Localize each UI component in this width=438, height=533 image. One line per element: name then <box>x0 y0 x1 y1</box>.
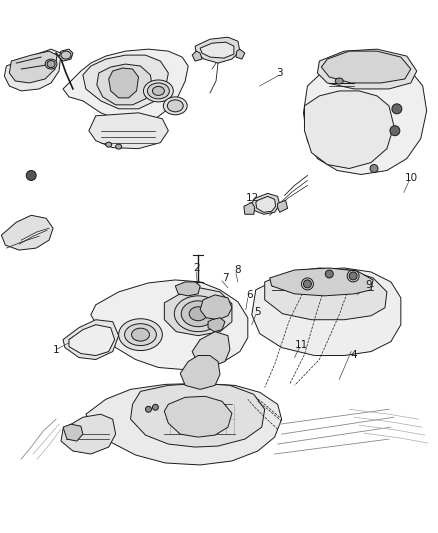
Text: 10: 10 <box>404 173 417 183</box>
Polygon shape <box>63 49 188 123</box>
Ellipse shape <box>389 126 399 136</box>
Polygon shape <box>130 383 264 447</box>
Polygon shape <box>303 59 426 174</box>
Polygon shape <box>269 268 372 296</box>
Polygon shape <box>164 288 231 336</box>
Text: 11: 11 <box>294 340 307 350</box>
Ellipse shape <box>391 104 401 114</box>
Polygon shape <box>251 268 400 356</box>
Ellipse shape <box>118 319 162 351</box>
Polygon shape <box>208 318 224 332</box>
Polygon shape <box>277 200 287 212</box>
Ellipse shape <box>167 100 183 112</box>
Ellipse shape <box>61 51 71 59</box>
Text: 12: 12 <box>246 193 259 204</box>
Polygon shape <box>63 320 118 360</box>
Polygon shape <box>63 424 83 441</box>
Ellipse shape <box>106 142 111 147</box>
Ellipse shape <box>124 324 156 345</box>
Polygon shape <box>83 55 168 109</box>
Text: 8: 8 <box>234 265 240 275</box>
Polygon shape <box>251 193 279 214</box>
Text: 5: 5 <box>254 307 261 317</box>
Polygon shape <box>304 91 393 168</box>
Ellipse shape <box>147 83 169 99</box>
Ellipse shape <box>152 404 158 410</box>
Ellipse shape <box>325 270 332 278</box>
Polygon shape <box>321 51 410 83</box>
Text: 3: 3 <box>276 68 282 78</box>
Polygon shape <box>61 414 115 454</box>
Ellipse shape <box>163 97 187 115</box>
Text: 2: 2 <box>192 263 199 273</box>
Polygon shape <box>109 68 138 98</box>
Polygon shape <box>200 42 233 58</box>
Polygon shape <box>264 268 386 320</box>
Polygon shape <box>175 282 200 296</box>
Polygon shape <box>243 203 254 214</box>
Polygon shape <box>4 49 61 91</box>
Ellipse shape <box>131 328 149 341</box>
Polygon shape <box>195 37 239 63</box>
Polygon shape <box>96 64 152 105</box>
Text: 4: 4 <box>350 350 357 360</box>
Ellipse shape <box>348 272 356 280</box>
Polygon shape <box>235 49 244 59</box>
Polygon shape <box>255 196 275 212</box>
Ellipse shape <box>143 80 173 102</box>
Text: 1: 1 <box>53 344 59 354</box>
Polygon shape <box>69 325 114 356</box>
Text: 7: 7 <box>221 273 228 283</box>
Ellipse shape <box>181 301 215 327</box>
Polygon shape <box>192 51 201 61</box>
Ellipse shape <box>145 406 151 412</box>
Polygon shape <box>317 49 416 89</box>
Ellipse shape <box>369 165 377 173</box>
Polygon shape <box>200 295 231 320</box>
Polygon shape <box>192 332 230 367</box>
Polygon shape <box>59 49 73 61</box>
Polygon shape <box>86 383 281 465</box>
Ellipse shape <box>47 61 55 68</box>
Text: 6: 6 <box>246 290 253 300</box>
Ellipse shape <box>26 171 36 181</box>
Ellipse shape <box>152 86 164 95</box>
Polygon shape <box>180 356 219 389</box>
Ellipse shape <box>115 144 121 149</box>
Polygon shape <box>1 215 53 250</box>
Polygon shape <box>88 113 168 149</box>
Ellipse shape <box>45 59 57 69</box>
Ellipse shape <box>335 78 343 84</box>
Text: 9: 9 <box>365 280 371 290</box>
Polygon shape <box>9 51 57 83</box>
Ellipse shape <box>174 296 222 332</box>
Ellipse shape <box>303 280 311 288</box>
Ellipse shape <box>189 307 207 321</box>
Polygon shape <box>91 280 247 369</box>
Polygon shape <box>164 397 231 437</box>
